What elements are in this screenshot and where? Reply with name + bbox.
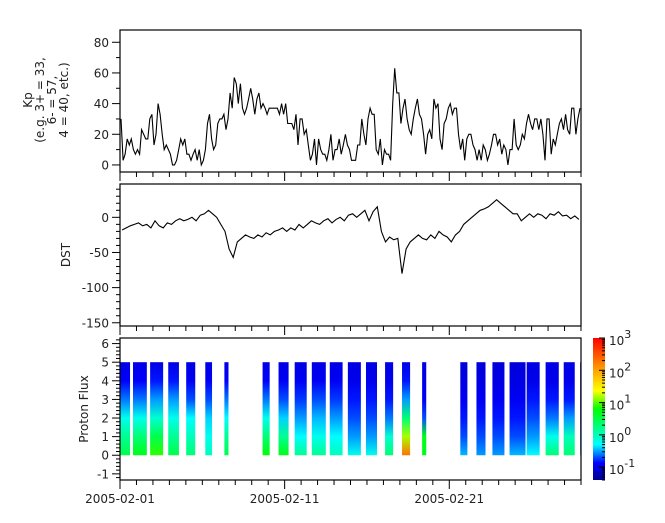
flux-segment — [150, 362, 164, 456]
y-tick-label: 80 — [94, 36, 109, 50]
colorbar-tick-base: 10 — [609, 463, 624, 477]
x-axis-labels: 2005-02-01 2005-02-11 2005-02-21 — [85, 492, 484, 506]
flux-segment — [347, 362, 361, 456]
y-tick-label: 0 — [101, 158, 109, 172]
colorbar-tick-base: 10 — [609, 366, 624, 380]
colorbar-tick-label: 10-1 — [609, 457, 635, 477]
flux-segment — [186, 362, 196, 456]
colorbar-tick-base: 10 — [609, 399, 624, 413]
dst-panel: 0 -50 -100 -150 DST — [59, 183, 582, 335]
colorbar-tick-base: 10 — [609, 334, 624, 348]
flux-segment — [545, 362, 559, 456]
y-tick-label: 1 — [101, 430, 109, 444]
y-tick-label: -50 — [89, 246, 109, 260]
y-tick-label: 20 — [94, 128, 109, 142]
colorbar-tick-label: 102 — [609, 360, 631, 380]
kp-axis-label-line: Kp — [21, 92, 35, 108]
flux-segment — [120, 362, 131, 456]
kp-axis-label-line: (e.g. 3+ = 33, — [33, 57, 47, 143]
flux-segment — [311, 362, 326, 456]
y-tick-label: 3 — [101, 393, 109, 407]
kp-axis-label: Kp(e.g. 3+ = 33,6- = 57,4 = 40, etc.) — [21, 57, 71, 143]
y-tick-label: 4 — [101, 374, 109, 388]
flux-segment — [278, 362, 289, 456]
x-tick-label: 2005-02-21 — [414, 492, 484, 506]
flux-segment — [460, 362, 468, 456]
flux-segment — [205, 362, 213, 456]
y-tick-label: 60 — [94, 66, 109, 80]
flux-segment — [509, 362, 526, 456]
dst-plot-frame — [119, 183, 582, 327]
dst-series-line — [121, 198, 580, 274]
y-tick-label: -1 — [97, 467, 109, 481]
flux-segment — [133, 362, 147, 456]
colorbar-tick-exponent: 1 — [624, 393, 631, 406]
flux-segment — [168, 362, 179, 456]
y-tick-label: 40 — [94, 97, 109, 111]
dst-axis-label: DST — [59, 242, 73, 267]
flux-segment — [402, 362, 411, 456]
kp-series-line — [120, 68, 581, 167]
proton-axis-label: Proton Flux — [77, 375, 91, 442]
colorbar-tick-label: 100 — [609, 425, 631, 445]
kp-axis-label-line: 6- = 57, — [45, 76, 59, 125]
colorbar-tick-exponent: 0 — [624, 425, 631, 438]
x-tick-label: 2005-02-01 — [85, 492, 155, 506]
colorbar-tick-exponent: 3 — [624, 328, 631, 341]
flux-segment — [476, 362, 486, 456]
y-tick-label: 0 — [101, 211, 109, 225]
colorbar-scale — [593, 338, 605, 480]
y-tick-label: 2 — [101, 412, 109, 426]
flux-segment — [563, 362, 575, 456]
flux-segment — [365, 362, 378, 456]
flux-segment — [294, 362, 307, 456]
flux-segment — [385, 362, 394, 456]
y-tick-label: 5 — [101, 356, 109, 370]
flux-segment — [224, 362, 229, 456]
kp-plot-frame — [119, 29, 582, 173]
kp-panel: 0 20 40 60 80 Kp(e.g. 3+ = 33,6- = 57,4 = 40,… — [21, 29, 582, 181]
y-tick-label: -150 — [82, 316, 109, 330]
colorbar-tick-exponent: 2 — [624, 360, 631, 373]
colorbar-tick-base: 10 — [609, 431, 624, 445]
flux-segment — [329, 362, 343, 456]
y-tick-label: 0 — [101, 449, 109, 463]
flux-segment — [262, 362, 270, 456]
colorbar-tick-label: 101 — [609, 393, 631, 413]
kp-axis-label-line: 4 = 40, etc.) — [57, 62, 71, 137]
y-tick-label: -100 — [82, 281, 109, 295]
flux-segment — [492, 362, 505, 456]
flux-segment — [526, 362, 540, 456]
proton-flux-panel: -1 0 1 2 3 4 5 6 Proton Flux — [77, 337, 582, 489]
y-tick-label: 6 — [101, 337, 109, 351]
colorbar-tick-label: 103 — [609, 328, 631, 348]
flux-segment — [422, 362, 427, 456]
colorbar-tick-exponent: -1 — [624, 457, 635, 470]
x-tick-label: 2005-02-11 — [250, 492, 320, 506]
